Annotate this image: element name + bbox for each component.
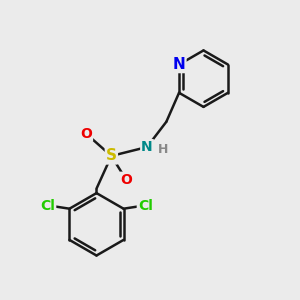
Text: Cl: Cl xyxy=(40,199,55,213)
Text: S: S xyxy=(106,148,117,164)
Text: O: O xyxy=(80,127,92,141)
Text: O: O xyxy=(120,173,132,187)
Text: H: H xyxy=(158,143,169,156)
Text: N: N xyxy=(141,140,153,154)
Text: N: N xyxy=(173,57,185,72)
Text: Cl: Cl xyxy=(138,199,153,213)
